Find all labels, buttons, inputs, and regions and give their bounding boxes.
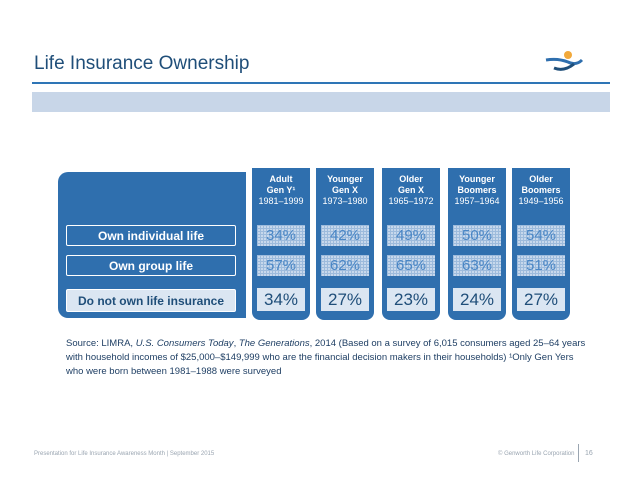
- cell-own-group: 65%: [387, 255, 435, 276]
- row-label-own-individual: Own individual life: [66, 225, 236, 246]
- source-prefix: Source: LIMRA,: [66, 338, 136, 349]
- column-header-line1: Older: [399, 174, 423, 184]
- column-header-line2: Gen X: [331, 185, 358, 195]
- cell-own-group: 62%: [321, 255, 369, 276]
- column-older-boomers: Older Boomers 1949–1956 54% 51% 27%: [512, 168, 570, 320]
- column-header-years: 1973–1980: [322, 196, 368, 206]
- cell-own-individual: 50%: [453, 225, 501, 246]
- column-header-line2: Gen X: [397, 185, 424, 195]
- column-header: Adult Gen Y¹ 1981–1999: [252, 174, 310, 207]
- genworth-logo-icon: [545, 51, 584, 71]
- column-header: Older Gen X 1965–1972: [382, 174, 440, 207]
- row-label-panel: Own individual life Own group life Do no…: [58, 172, 246, 318]
- title-rule: [32, 82, 610, 84]
- column-header-line1: Adult: [269, 174, 293, 184]
- cell-own-group: 51%: [517, 255, 565, 276]
- source-note: Source: LIMRA, U.S. Consumers Today, The…: [66, 337, 586, 379]
- source-report-title: The Generations: [238, 338, 310, 349]
- row-label-do-not-own: Do not own life insurance: [66, 289, 236, 312]
- column-younger-gen-x: Younger Gen X 1973–1980 42% 62% 27%: [316, 168, 374, 320]
- footer-copyright: © Genworth Life Corporation: [498, 451, 575, 457]
- column-header-line2: Gen Y¹: [266, 185, 296, 195]
- slide-title: Life Insurance Ownership: [34, 53, 250, 74]
- cell-do-not-own: 24%: [453, 288, 501, 311]
- cell-own-group: 57%: [257, 255, 305, 276]
- column-header-years: 1949–1956: [518, 196, 564, 206]
- column-header: Older Boomers 1949–1956: [512, 174, 570, 207]
- cell-do-not-own: 27%: [517, 288, 565, 311]
- cell-do-not-own: 27%: [321, 288, 369, 311]
- column-header: Younger Gen X 1973–1980: [316, 174, 374, 207]
- column-header-years: 1965–1972: [388, 196, 434, 206]
- column-header-line2: Boomers: [457, 185, 497, 195]
- column-header-years: 1981–1999: [258, 196, 304, 206]
- footer-presentation-info: Presentation for Life Insurance Awarenes…: [34, 451, 215, 457]
- header-band: [32, 92, 610, 112]
- source-separator: ,: [233, 338, 239, 349]
- cell-own-individual: 49%: [387, 225, 435, 246]
- column-header-line1: Younger: [459, 174, 495, 184]
- cell-own-individual: 34%: [257, 225, 305, 246]
- cell-do-not-own: 34%: [257, 288, 305, 311]
- footer-divider: [578, 444, 579, 462]
- column-older-gen-x: Older Gen X 1965–1972 49% 65% 23%: [382, 168, 440, 320]
- column-adult-gen-y: Adult Gen Y¹ 1981–1999 34% 57% 34%: [252, 168, 310, 320]
- column-header-years: 1957–1964: [454, 196, 500, 206]
- cell-own-individual: 42%: [321, 225, 369, 246]
- column-younger-boomers: Younger Boomers 1957–1964 50% 63% 24%: [448, 168, 506, 320]
- column-header-line2: Boomers: [521, 185, 561, 195]
- cell-do-not-own: 23%: [387, 288, 435, 311]
- row-label-own-group: Own group life: [66, 255, 236, 276]
- column-header-line1: Older: [529, 174, 553, 184]
- source-publication: U.S. Consumers Today: [135, 338, 234, 349]
- column-header-line1: Younger: [327, 174, 363, 184]
- page-number: 16: [585, 450, 593, 457]
- cell-own-group: 63%: [453, 255, 501, 276]
- source-details: , 2014 (Based on a survey of 6,015 consu…: [66, 338, 586, 377]
- cell-own-individual: 54%: [517, 225, 565, 246]
- column-header: Younger Boomers 1957–1964: [448, 174, 506, 207]
